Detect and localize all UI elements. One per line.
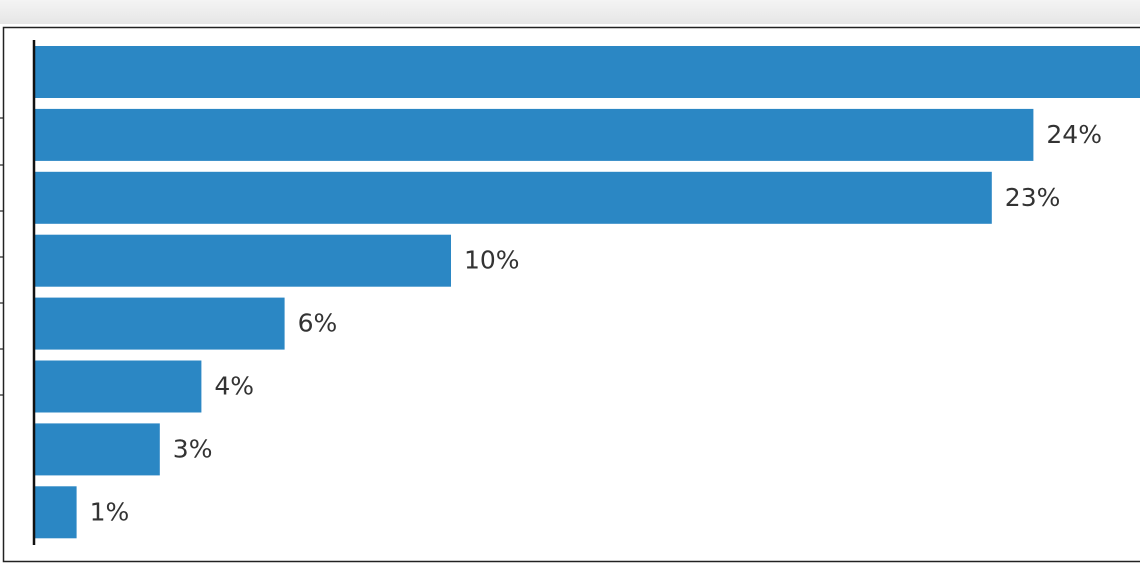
bar xyxy=(35,486,77,539)
side-ticks xyxy=(0,117,4,396)
bar xyxy=(35,46,1140,98)
bars: 24% 23% 10% 6% 4% 3% 1% xyxy=(35,46,1140,539)
bar xyxy=(35,297,285,350)
value-label: 10% xyxy=(464,246,520,275)
chart-frame xyxy=(2,26,1140,563)
bar xyxy=(35,423,160,476)
value-label: 24% xyxy=(1046,120,1102,149)
top-strip xyxy=(0,0,1140,24)
value-label: 1% xyxy=(90,497,130,526)
value-label: 23% xyxy=(1005,183,1061,212)
value-label: 6% xyxy=(298,309,338,338)
bar xyxy=(35,171,992,224)
bar xyxy=(35,360,202,413)
value-label: 4% xyxy=(214,372,254,401)
bar xyxy=(35,108,1034,161)
bar xyxy=(35,234,451,287)
value-label: 3% xyxy=(173,434,213,463)
